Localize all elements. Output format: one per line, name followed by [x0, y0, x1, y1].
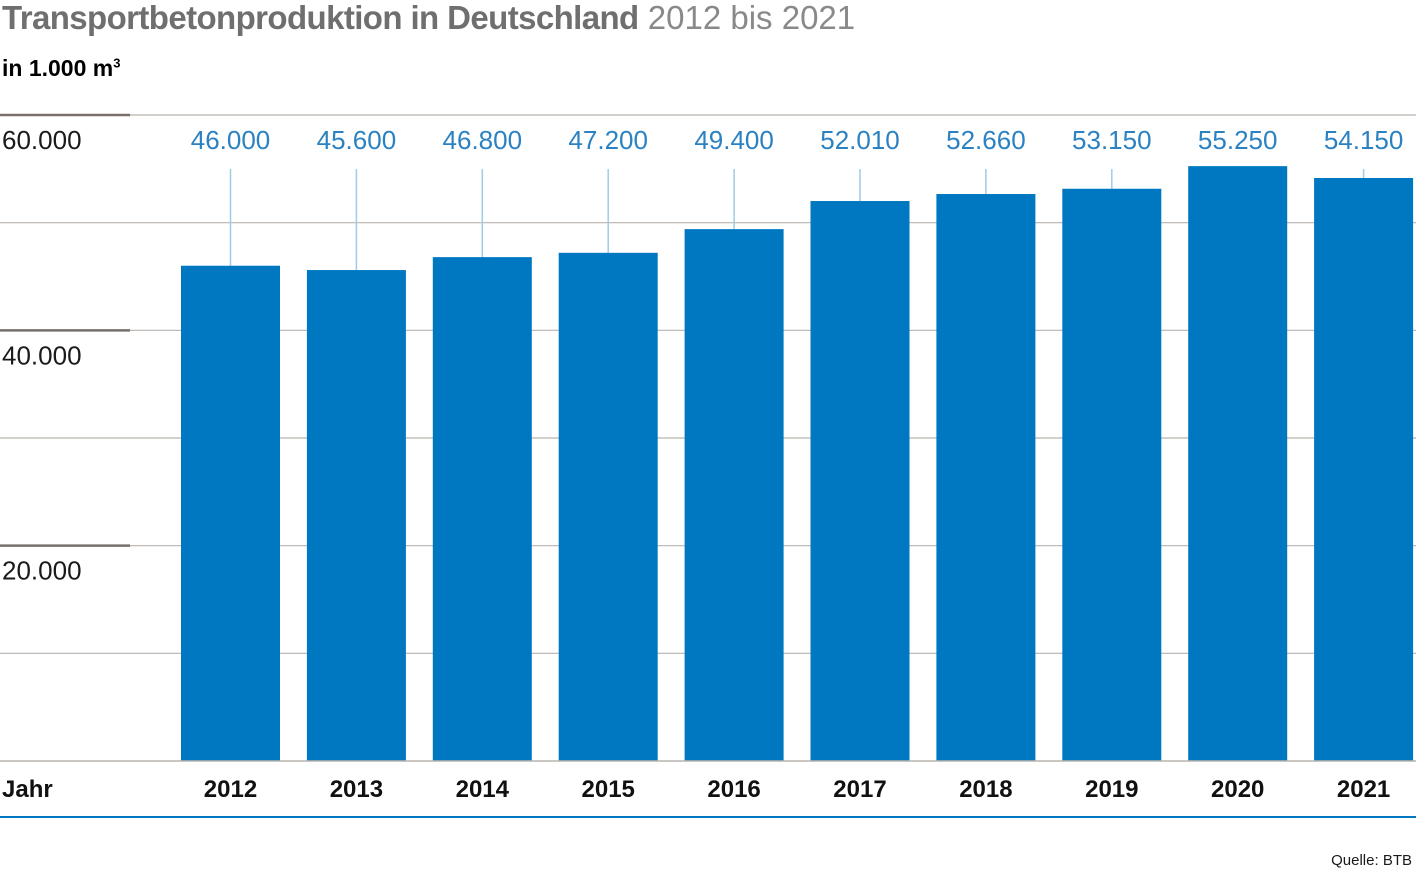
- bar-value-label: 54.150: [1324, 125, 1404, 155]
- x-tick-label: 2013: [330, 776, 383, 803]
- bar-value-label: 52.660: [946, 125, 1026, 155]
- x-tick-label: 2021: [1337, 776, 1390, 803]
- y-axis-unit-superscript: 3: [113, 55, 121, 71]
- x-tick-label: 2016: [707, 776, 760, 803]
- bar: [1188, 166, 1288, 761]
- bar-value-label: 46.800: [443, 125, 523, 155]
- x-tick-label: 2020: [1211, 776, 1264, 803]
- bar-value-label: 55.250: [1198, 125, 1278, 155]
- bar-value-label: 46.000: [191, 125, 271, 155]
- y-axis-unit: in 1.000 m3: [2, 55, 120, 82]
- x-tick-label: 2019: [1085, 776, 1138, 803]
- bar: [1062, 188, 1162, 762]
- bar-value-label: 49.400: [694, 125, 774, 155]
- bar: [432, 257, 532, 761]
- bar: [936, 194, 1036, 761]
- y-axis-unit-text: in 1.000 m: [2, 55, 114, 81]
- source-note: Quelle: BTB: [1331, 852, 1412, 869]
- bar: [181, 265, 280, 761]
- x-tick-label: 2014: [456, 776, 510, 803]
- x-tick-label: 2012: [204, 776, 257, 803]
- bar: [684, 229, 784, 762]
- x-tick-label: 2017: [833, 776, 886, 803]
- bar-value-label: 52.010: [820, 125, 900, 155]
- bar: [1314, 177, 1414, 762]
- x-tick-label: 2015: [582, 776, 635, 803]
- bar-value-label: 45.600: [317, 125, 397, 155]
- chart-title-range: 2012 bis 2021: [647, 0, 856, 36]
- y-tick-label: 60.000: [2, 125, 82, 155]
- bar: [558, 252, 658, 761]
- y-tick-label: 20.000: [2, 556, 82, 586]
- chart-title: Transportbetonproduktion in Deutschland …: [2, 0, 855, 38]
- chart-title-main: Transportbetonproduktion in Deutschland: [2, 0, 639, 36]
- bar-value-label: 47.200: [568, 125, 648, 155]
- bar-value-label: 53.150: [1072, 125, 1152, 155]
- x-axis-title: Jahr: [2, 776, 53, 803]
- bar: [306, 270, 406, 761]
- x-tick-label: 2018: [959, 776, 1012, 803]
- y-tick-label: 40.000: [2, 340, 82, 370]
- bar: [810, 201, 910, 762]
